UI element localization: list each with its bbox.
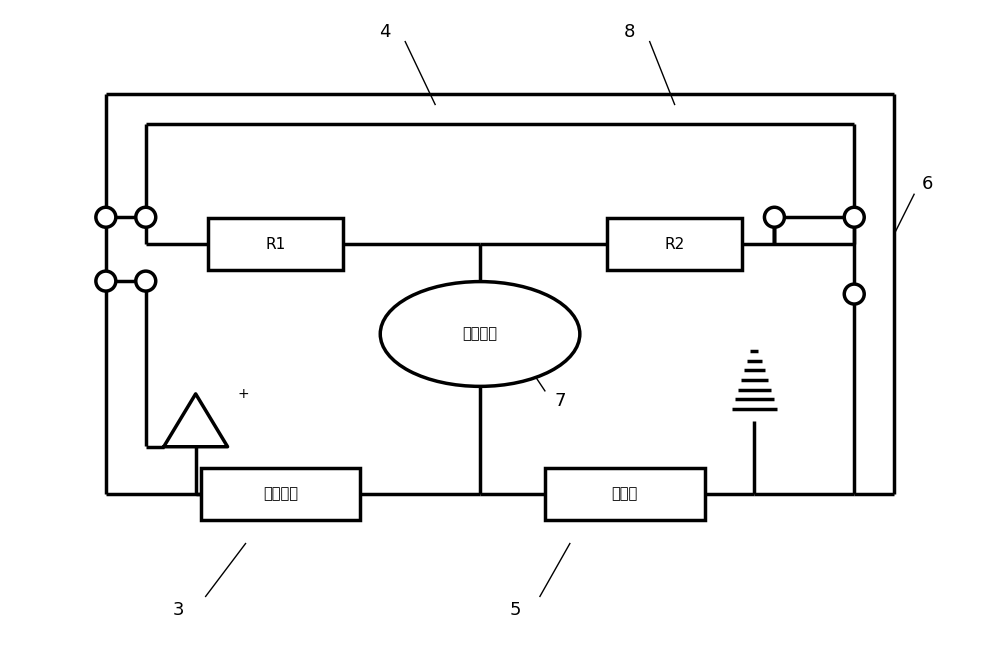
Text: +: + [238, 387, 249, 401]
Text: R2: R2 [665, 237, 685, 252]
Text: 6: 6 [921, 175, 933, 193]
Text: 5: 5 [509, 602, 521, 619]
Circle shape [136, 207, 156, 227]
Ellipse shape [380, 282, 580, 386]
Circle shape [844, 284, 864, 304]
Text: 3: 3 [173, 602, 184, 619]
Text: 8: 8 [624, 23, 635, 41]
Text: 比较电路: 比较电路 [463, 326, 498, 341]
Text: 7: 7 [554, 392, 566, 410]
Bar [607, 218, 742, 270]
Circle shape [844, 207, 864, 227]
Bar [201, 468, 360, 520]
Circle shape [136, 271, 156, 291]
Text: 4: 4 [379, 23, 391, 41]
Text: 电阵源: 电阵源 [612, 486, 638, 501]
Circle shape [96, 271, 116, 291]
Circle shape [764, 207, 784, 227]
Text: R1: R1 [265, 237, 286, 252]
Bar [545, 468, 705, 520]
Text: 待测电阵: 待测电阵 [263, 486, 298, 501]
Bar [208, 218, 343, 270]
Circle shape [96, 207, 116, 227]
